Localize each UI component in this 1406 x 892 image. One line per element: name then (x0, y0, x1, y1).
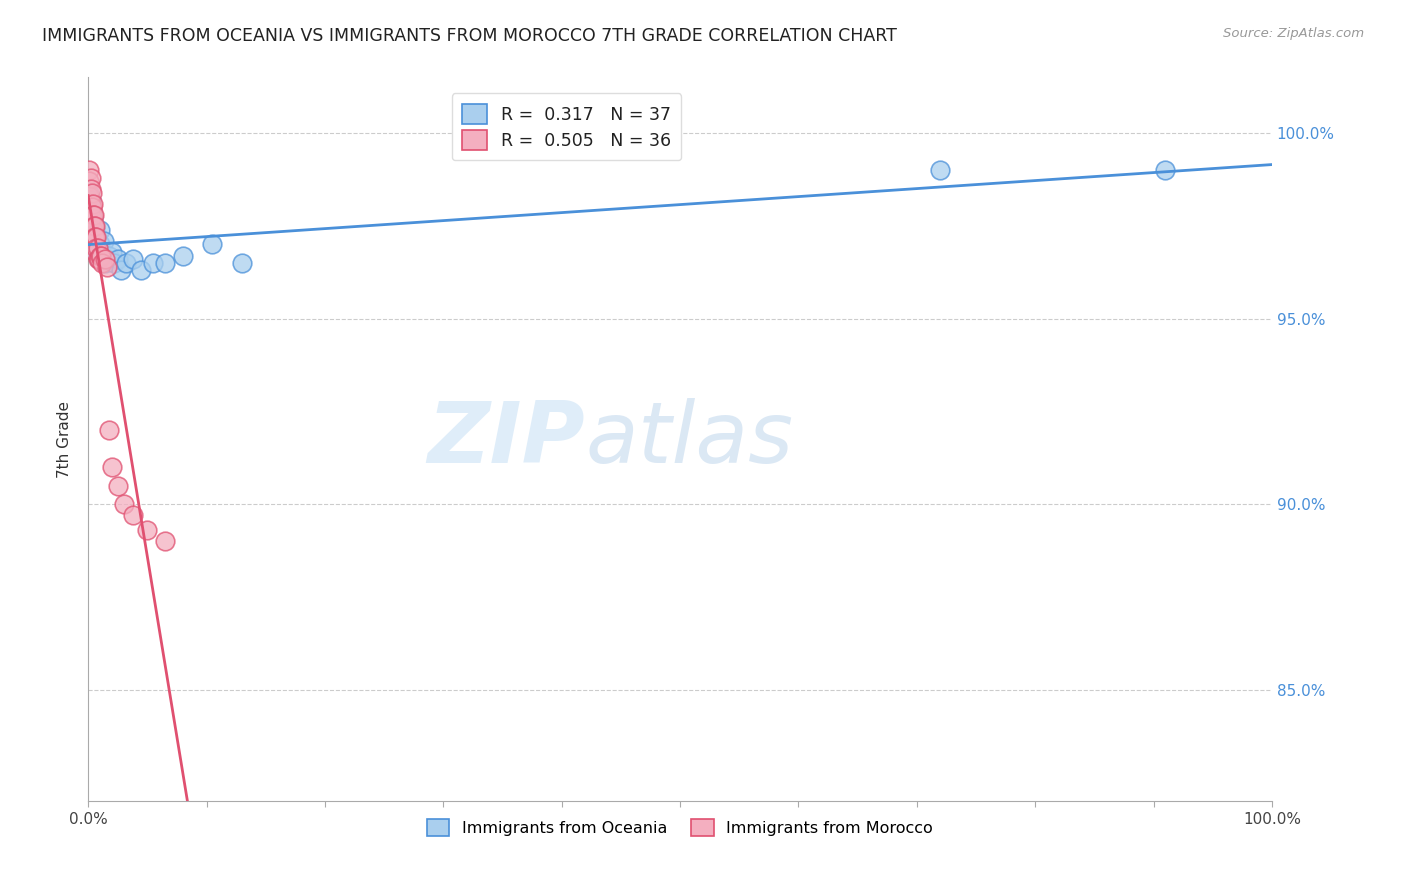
Point (153, 256, 176, 270)
Point (91, 249, 114, 263)
Point (87, 252, 110, 267)
Point (83, 219, 105, 233)
Point (82, 196, 104, 211)
Point (79, 170, 101, 185)
Point (101, 460, 124, 475)
Text: atlas: atlas (585, 398, 793, 481)
Point (83, 219, 105, 233)
Point (79, 196, 101, 211)
Point (83, 208, 105, 222)
Text: ZIP: ZIP (427, 398, 585, 481)
Point (79, 189, 101, 203)
Point (86, 244, 108, 259)
Point (86, 244, 108, 259)
Point (107, 479, 129, 493)
Point (79, 204, 101, 219)
Point (110, 263, 132, 277)
Point (89, 237, 111, 252)
Point (231, 256, 253, 270)
Point (79, 193, 101, 207)
Point (93, 256, 115, 270)
Point (90, 249, 112, 263)
Point (89, 222, 111, 236)
Point (82, 211, 104, 226)
Point (80, 200, 103, 214)
Point (79, 186, 101, 200)
Point (93, 252, 115, 267)
Point (86, 241, 108, 255)
Point (96, 260, 118, 274)
Point (84, 230, 107, 244)
Point (201, 237, 224, 252)
Point (153, 534, 176, 549)
Point (79, 208, 101, 222)
Point (87, 252, 110, 267)
Point (79, 174, 101, 188)
Point (79, 182, 101, 196)
Point (107, 252, 129, 267)
Point (79, 196, 101, 211)
Point (82, 222, 104, 236)
Point (80, 204, 103, 219)
Point (103, 256, 125, 270)
Point (98, 249, 121, 263)
Point (115, 256, 138, 270)
Point (80, 219, 103, 233)
Point (86, 230, 108, 244)
Point (172, 249, 194, 263)
Text: Source: ZipAtlas.com: Source: ZipAtlas.com (1223, 27, 1364, 40)
Point (929, 163, 952, 178)
Point (101, 244, 124, 259)
Point (84, 219, 107, 233)
Point (86, 230, 108, 244)
Point (80, 211, 103, 226)
Point (86, 241, 108, 255)
Point (89, 249, 111, 263)
Point (86, 252, 108, 267)
Point (91, 256, 114, 270)
Point (84, 222, 107, 236)
Point (136, 523, 159, 537)
Point (83, 230, 105, 244)
Point (82, 208, 104, 222)
Text: IMMIGRANTS FROM OCEANIA VS IMMIGRANTS FROM MOROCCO 7TH GRADE CORRELATION CHART: IMMIGRANTS FROM OCEANIA VS IMMIGRANTS FR… (42, 27, 897, 45)
Point (142, 256, 165, 270)
Point (122, 252, 145, 267)
Point (98, 423, 121, 437)
Legend: Immigrants from Oceania, Immigrants from Morocco: Immigrants from Oceania, Immigrants from… (419, 812, 941, 844)
Point (82, 227, 104, 241)
Point (84, 237, 107, 252)
Point (93, 234, 115, 248)
Point (131, 263, 153, 277)
Y-axis label: 7th Grade: 7th Grade (58, 401, 72, 478)
Point (112, 497, 135, 511)
Point (122, 508, 145, 523)
Point (84, 244, 107, 259)
Point (1154, 163, 1177, 178)
Point (80, 186, 103, 200)
Point (79, 163, 101, 178)
Point (83, 234, 105, 248)
Point (96, 252, 118, 267)
